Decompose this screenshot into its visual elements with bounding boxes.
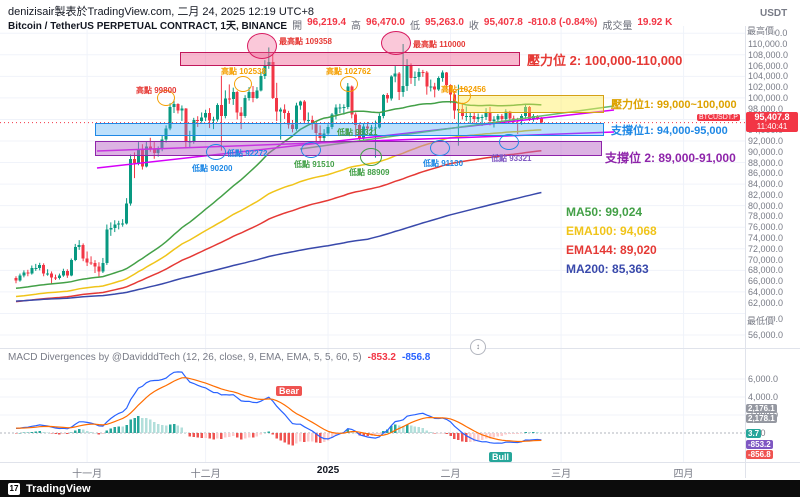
price-tick: 110,000.0	[748, 39, 788, 49]
price-tick: 100,000.0	[748, 92, 789, 103]
price-tick: 62,000.0	[748, 297, 784, 308]
price-tick: 104,000.0	[748, 71, 789, 82]
symbol-title[interactable]: Bitcoin / TetherUS PERPETUAL CONTRACT, 1…	[8, 21, 288, 32]
macd-tick: 6,000.0	[748, 374, 779, 384]
price-tick: 72,000.0	[748, 243, 784, 254]
macd-value-2: -856.8	[402, 352, 431, 363]
price-tick: 68,000.0	[748, 265, 784, 276]
pane-resize-icon: ↕	[476, 342, 480, 351]
macd-title[interactable]: MACD Divergences by @DavidddTech (12, 26…	[8, 352, 362, 363]
price-tick: 112,000.0	[748, 28, 788, 39]
macd-value-1: -853.2	[367, 352, 396, 363]
price-tick: 82,000.0	[748, 189, 784, 200]
price-tick: 84,000.0	[748, 179, 784, 190]
pane-resize-button[interactable]: ↕	[470, 339, 486, 355]
macd-tick: 4,000.0	[748, 392, 779, 402]
price-tick: 108,000.0	[748, 49, 789, 60]
price-tick: 88,000.0	[748, 157, 784, 168]
price-tick: 96,000.0	[748, 114, 784, 125]
time-axis-month-label: 2025	[316, 465, 340, 476]
macd-indicator-header[interactable]: MACD Divergences by @DavidddTech (12, 26…	[8, 352, 430, 363]
time-axis-month-label: 二月	[440, 469, 461, 480]
price-tick: 80,000.0	[748, 200, 784, 211]
price-tick: 74,000.0	[748, 233, 784, 243]
price-tick: 58,900.0	[748, 314, 784, 325]
price-tick: 78,000.0	[748, 211, 784, 222]
price-tick: 102,000.0	[748, 82, 789, 93]
tradingview-wordmark[interactable]: TradingView	[26, 482, 91, 495]
price-tick: 90,000.0	[748, 146, 784, 157]
price-tick: 92,000.0	[748, 136, 784, 146]
macd-layer	[0, 371, 745, 446]
macd-tick: 2,000.0	[748, 410, 779, 420]
time-axis-month-label: 十二月	[190, 469, 221, 480]
price-tick: 64,000.0	[748, 286, 784, 297]
price-tick: 70,000.0	[748, 254, 784, 265]
macd-tick: 0.00	[748, 428, 766, 438]
price-tick: 98,000.0	[748, 103, 784, 114]
price-tick: 66,000.0	[748, 276, 784, 287]
price-tick: 106,000.0	[748, 60, 789, 71]
price-tick: 86,000.0	[748, 168, 784, 179]
price-tick: 76,000.0	[748, 222, 784, 233]
time-axis-month-label: 三月	[551, 469, 572, 480]
tradingview-logo-icon[interactable]: 17	[8, 482, 20, 495]
time-axis[interactable]: 十一月 十二月 2025 二月 三月 四月	[0, 463, 745, 480]
price-scale[interactable]: 112,000.0 110,000.0 108,000.0 106,000.0 104,…	[746, 26, 800, 462]
time-axis-month-label: 十一月	[72, 469, 103, 480]
time-axis-month-label: 四月	[673, 469, 694, 480]
grid-lines	[0, 26, 745, 462]
price-tick: 56,000.0	[748, 330, 784, 340]
currency-unit-button[interactable]: USDT	[760, 8, 788, 19]
candles-layer	[14, 44, 543, 284]
price-tick: 94,000.0	[748, 125, 784, 136]
